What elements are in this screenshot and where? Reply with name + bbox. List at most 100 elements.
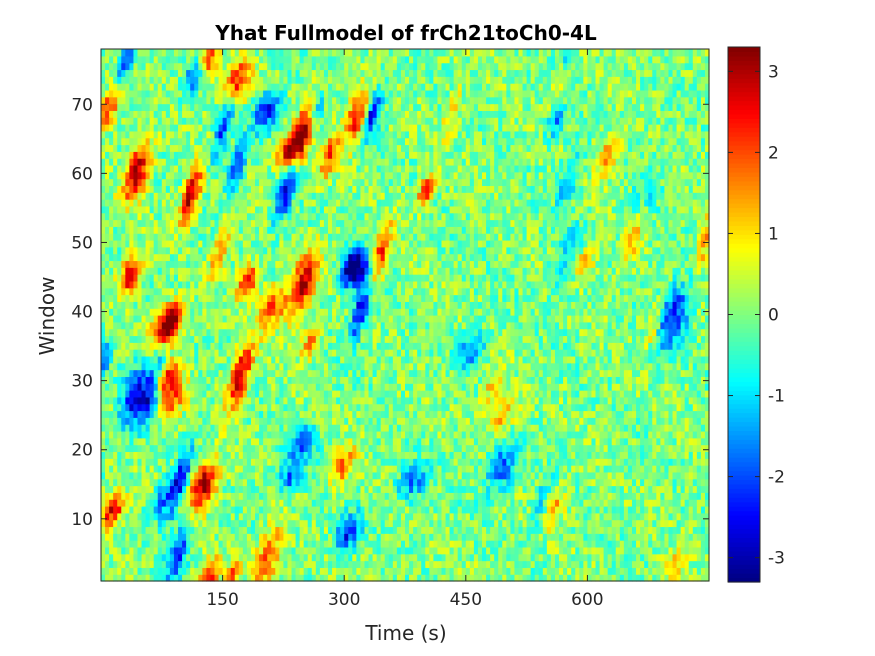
heatmap-cell bbox=[169, 403, 175, 412]
heatmap-cell bbox=[226, 376, 232, 384]
heatmap-cell bbox=[534, 430, 540, 439]
heatmap-cell bbox=[279, 458, 284, 466]
heatmap-cell bbox=[473, 410, 479, 418]
heatmap-cell bbox=[319, 485, 325, 493]
heatmap-cell bbox=[526, 362, 532, 371]
heatmap-cell bbox=[453, 519, 459, 528]
heatmap-cell bbox=[660, 396, 666, 405]
heatmap-cell bbox=[133, 383, 139, 391]
heatmap-cell bbox=[522, 410, 528, 418]
heatmap-cell bbox=[380, 390, 386, 398]
heatmap-cell bbox=[477, 485, 483, 493]
heatmap-cell bbox=[198, 465, 203, 473]
heatmap-cell bbox=[226, 574, 232, 582]
heatmap-cell bbox=[340, 458, 345, 466]
heatmap-cell bbox=[704, 546, 710, 555]
heatmap-cell bbox=[648, 424, 653, 432]
heatmap-cell bbox=[567, 369, 572, 377]
heatmap-cell bbox=[656, 512, 661, 521]
heatmap-cell bbox=[117, 485, 122, 493]
heatmap-cell bbox=[477, 567, 483, 575]
heatmap-cell bbox=[688, 376, 694, 384]
heatmap-cell bbox=[182, 540, 187, 548]
heatmap-cell bbox=[656, 540, 661, 548]
heatmap-cell bbox=[186, 349, 191, 357]
heatmap-cell bbox=[101, 471, 106, 480]
heatmap-cell bbox=[267, 376, 272, 384]
heatmap-cell bbox=[526, 410, 532, 418]
heatmap-cell bbox=[571, 546, 576, 555]
heatmap-cell bbox=[279, 437, 284, 446]
heatmap-cell bbox=[567, 451, 572, 459]
heatmap-cell bbox=[129, 560, 135, 568]
heatmap-cell bbox=[372, 396, 378, 405]
heatmap-cell bbox=[619, 499, 625, 507]
heatmap-cell bbox=[676, 560, 682, 568]
heatmap-cell bbox=[141, 390, 147, 398]
heatmap-cell bbox=[263, 492, 268, 500]
heatmap-cell bbox=[356, 492, 362, 500]
heatmap-cell bbox=[173, 362, 179, 371]
heatmap-cell bbox=[182, 553, 187, 562]
heatmap-cell bbox=[169, 526, 175, 534]
heatmap-cell bbox=[563, 451, 568, 459]
heatmap-cell bbox=[498, 533, 503, 541]
heatmap-cell bbox=[554, 444, 560, 453]
heatmap-cell bbox=[238, 519, 244, 528]
heatmap-cell bbox=[445, 519, 451, 528]
heatmap-cell bbox=[429, 465, 434, 473]
heatmap-cell bbox=[238, 390, 244, 398]
heatmap-cell bbox=[704, 355, 710, 364]
heatmap-cell bbox=[400, 417, 406, 425]
heatmap-cell bbox=[660, 499, 666, 507]
heatmap-cell bbox=[133, 362, 139, 371]
heatmap-cell bbox=[652, 567, 657, 575]
heatmap-cell bbox=[263, 471, 268, 480]
heatmap-cell bbox=[303, 390, 309, 398]
heatmap-cell bbox=[400, 430, 406, 439]
heatmap-cell bbox=[246, 390, 252, 398]
heatmap-cell bbox=[506, 519, 511, 528]
heatmap-cell bbox=[623, 396, 629, 405]
heatmap-cell bbox=[153, 362, 159, 371]
heatmap-cell bbox=[514, 526, 520, 534]
heatmap-cell bbox=[445, 403, 451, 412]
heatmap-cell bbox=[133, 390, 139, 398]
heatmap-cell bbox=[437, 465, 443, 473]
heatmap-cell bbox=[692, 574, 698, 582]
heatmap-cell bbox=[340, 560, 345, 568]
heatmap-cell bbox=[137, 478, 143, 487]
heatmap-cell bbox=[409, 376, 414, 384]
heatmap-cell bbox=[550, 519, 556, 528]
heatmap-cell bbox=[129, 519, 135, 528]
heatmap-cell bbox=[453, 458, 459, 466]
heatmap-cell bbox=[307, 451, 313, 459]
heatmap-cell bbox=[591, 553, 597, 562]
heatmap-cell bbox=[242, 390, 248, 398]
heatmap-cell bbox=[514, 471, 520, 480]
heatmap-cell bbox=[396, 485, 402, 493]
heatmap-cell bbox=[153, 485, 159, 493]
heatmap-cell bbox=[700, 403, 706, 412]
heatmap-cell bbox=[457, 553, 463, 562]
heatmap-cell bbox=[567, 512, 572, 521]
heatmap-cell bbox=[429, 444, 434, 453]
heatmap-cell bbox=[275, 430, 280, 439]
heatmap-cell bbox=[190, 417, 195, 425]
heatmap-cell bbox=[250, 444, 256, 453]
heatmap-cell bbox=[194, 492, 199, 500]
heatmap-cell bbox=[644, 492, 649, 500]
heatmap-cell bbox=[263, 349, 268, 357]
heatmap-cell bbox=[680, 451, 686, 459]
heatmap-cell bbox=[344, 410, 349, 418]
heatmap-cell bbox=[482, 540, 487, 548]
heatmap-cell bbox=[417, 362, 422, 371]
heatmap-cell bbox=[157, 471, 163, 480]
heatmap-cell bbox=[364, 553, 370, 562]
heatmap-cell bbox=[559, 362, 564, 371]
heatmap-cell bbox=[704, 526, 710, 534]
heatmap-cell bbox=[546, 519, 552, 528]
heatmap-cell bbox=[461, 560, 467, 568]
heatmap-cell bbox=[250, 526, 256, 534]
heatmap-cell bbox=[364, 574, 370, 582]
